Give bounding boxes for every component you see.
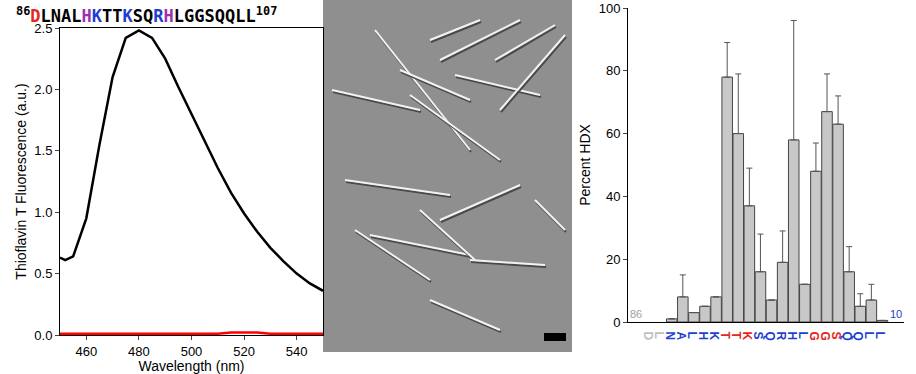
svg-text:Thioflavin T Fluorescence (a.u: Thioflavin T Fluorescence (a.u.) bbox=[13, 83, 29, 279]
svg-text:80: 80 bbox=[606, 63, 620, 78]
svg-text:L: L bbox=[685, 331, 699, 338]
svg-text:480: 480 bbox=[128, 344, 150, 359]
svg-text:Q: Q bbox=[851, 331, 865, 340]
svg-text:T: T bbox=[718, 331, 732, 339]
svg-text:100: 100 bbox=[599, 1, 621, 16]
svg-text:K: K bbox=[740, 331, 754, 340]
svg-text:G: G bbox=[818, 331, 832, 340]
svg-text:L: L bbox=[862, 331, 876, 338]
svg-text:40: 40 bbox=[606, 189, 620, 204]
svg-text:R: R bbox=[774, 331, 788, 340]
svg-text:T: T bbox=[729, 331, 743, 339]
svg-text:60: 60 bbox=[606, 126, 620, 141]
svg-text:S: S bbox=[829, 331, 843, 339]
svg-text:L: L bbox=[796, 331, 810, 338]
svg-text:Q: Q bbox=[763, 331, 777, 340]
svg-text:520: 520 bbox=[233, 344, 255, 359]
svg-text:2.5: 2.5 bbox=[34, 21, 52, 36]
svg-text:540: 540 bbox=[286, 344, 308, 359]
svg-text:20: 20 bbox=[606, 252, 620, 267]
svg-text:0.5: 0.5 bbox=[34, 266, 52, 281]
svg-text:D: D bbox=[641, 331, 655, 340]
svg-text:10: 10 bbox=[890, 308, 902, 320]
svg-text:1.0: 1.0 bbox=[34, 205, 52, 220]
svg-text:1.5: 1.5 bbox=[34, 143, 52, 158]
svg-text:S: S bbox=[751, 331, 765, 339]
svg-text:0: 0 bbox=[613, 315, 620, 330]
svg-text:460: 460 bbox=[75, 344, 97, 359]
svg-text:0.0: 0.0 bbox=[34, 328, 52, 343]
svg-text:Q: Q bbox=[840, 331, 854, 340]
svg-text:2.0: 2.0 bbox=[34, 82, 52, 97]
svg-text:L: L bbox=[873, 331, 887, 338]
svg-text:L: L bbox=[652, 331, 666, 338]
svg-text:​86​DLNALHKTTKSQRHLGGSQQLL​107: ​86​DLNALHKTTKSQRHLGGSQQLL​107​ bbox=[16, 4, 277, 26]
svg-text:Wavelength (nm): Wavelength (nm) bbox=[138, 358, 244, 374]
svg-text:G: G bbox=[807, 331, 821, 340]
svg-text:K: K bbox=[707, 331, 721, 340]
svg-text:H: H bbox=[696, 331, 710, 340]
svg-text:A: A bbox=[674, 331, 688, 340]
svg-text:86: 86 bbox=[630, 308, 642, 320]
svg-text:N: N bbox=[663, 331, 677, 340]
svg-text:Percent HDX: Percent HDX bbox=[577, 123, 593, 205]
svg-text:H: H bbox=[785, 331, 799, 340]
svg-text:500: 500 bbox=[181, 344, 203, 359]
